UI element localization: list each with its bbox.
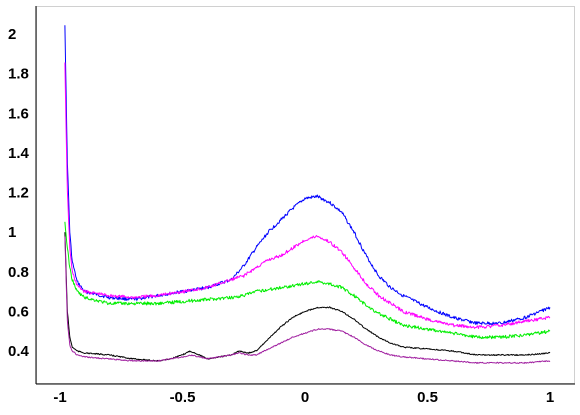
series-line-5 — [64, 236, 551, 364]
series-layer — [64, 25, 551, 364]
x-tick-label: -1 — [53, 389, 66, 406]
y-tick-label: 1.6 — [8, 105, 29, 122]
x-tick-label: 0.5 — [417, 389, 438, 406]
y-tick-label: 0.6 — [8, 303, 29, 320]
series-line-3 — [64, 221, 551, 340]
y-tick-label: 0.4 — [8, 343, 30, 360]
x-tick-layer: -1 -0.5 0 0.5 1 — [53, 389, 554, 406]
x-tick-label: 1 — [546, 389, 554, 406]
y-tick-label: 2 — [8, 26, 16, 43]
y-tick-label: 1.4 — [8, 145, 30, 162]
x-tick-label: 0 — [301, 389, 309, 406]
x-tick-label: -0.5 — [170, 389, 196, 406]
y-tick-layer: 0.4 0.6 0.8 1 1.2 1.4 1.6 1.8 2 — [8, 26, 30, 360]
series-line-1 — [64, 25, 551, 326]
y-tick-label: 1.2 — [8, 185, 29, 202]
y-tick-label: 1.8 — [8, 66, 29, 83]
y-tick-label: 0.8 — [8, 264, 29, 281]
y-tick-label: 1 — [8, 224, 16, 241]
series-line-4 — [64, 232, 551, 362]
series-line-2 — [64, 62, 551, 329]
plot-frame — [36, 6, 575, 384]
